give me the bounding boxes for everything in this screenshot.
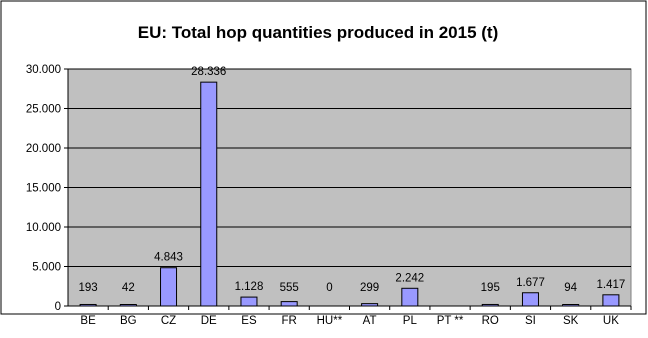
- plot-area: 0 5.000 10.000 15.000 20.000 25.000 30.000 193 B…: [26, 64, 632, 327]
- y-tick-label: 10.000: [26, 222, 61, 234]
- x-tick-label: SK: [563, 315, 579, 327]
- data-label: 28.336: [191, 66, 226, 78]
- data-label: 2.242: [395, 272, 424, 284]
- y-tick-label: 25.000: [26, 104, 61, 116]
- bar-es: [240, 296, 258, 307]
- y-tick-label: 15.000: [26, 183, 61, 195]
- bar-de: [200, 81, 218, 307]
- y-tick-label: 30.000: [26, 64, 61, 76]
- data-label: 42: [122, 282, 135, 294]
- bar-uk: [602, 294, 620, 307]
- y-tick-label: 20.000: [26, 143, 61, 155]
- bar-be: [79, 303, 97, 307]
- bar-pl: [401, 287, 419, 307]
- x-tick-label: HU**: [317, 315, 343, 327]
- data-label: 94: [564, 282, 577, 294]
- chart-title: EU: Total hop quantities produced in 201…: [138, 23, 498, 42]
- x-tick-label: FR: [282, 315, 297, 327]
- x-tick-label: BG: [120, 315, 137, 327]
- data-label: 193: [79, 282, 98, 294]
- x-tick-label: AT: [363, 315, 377, 327]
- x-tick-label: DE: [201, 315, 217, 327]
- data-label: 299: [360, 282, 379, 294]
- bar-cz: [160, 267, 178, 307]
- bar-fr: [280, 301, 298, 307]
- bar-si: [521, 292, 539, 307]
- x-tick-label: SI: [525, 315, 536, 327]
- data-label: 4.843: [154, 252, 183, 264]
- bar-ro: [481, 303, 499, 307]
- data-label: 555: [280, 282, 299, 294]
- bar-at: [361, 303, 379, 307]
- x-tick-label: ES: [241, 315, 257, 327]
- x-tick-label: BE: [80, 315, 96, 327]
- data-label: 1.128: [235, 281, 264, 293]
- x-tick-label: PT **: [437, 315, 464, 327]
- x-tick-label: CZ: [161, 315, 176, 327]
- bar-sk: [562, 304, 580, 307]
- data-label: 1.677: [516, 277, 545, 289]
- y-tick-label: 5.000: [32, 262, 61, 274]
- data-label: 0: [326, 282, 332, 294]
- x-tick-label: PL: [403, 315, 418, 327]
- x-tick-label: UK: [603, 315, 619, 327]
- y-tick-label: 0: [55, 301, 61, 313]
- bar-bg: [119, 304, 137, 307]
- data-label: 1.417: [597, 279, 626, 291]
- x-tick-label: RO: [482, 315, 499, 327]
- data-label: 195: [481, 282, 500, 294]
